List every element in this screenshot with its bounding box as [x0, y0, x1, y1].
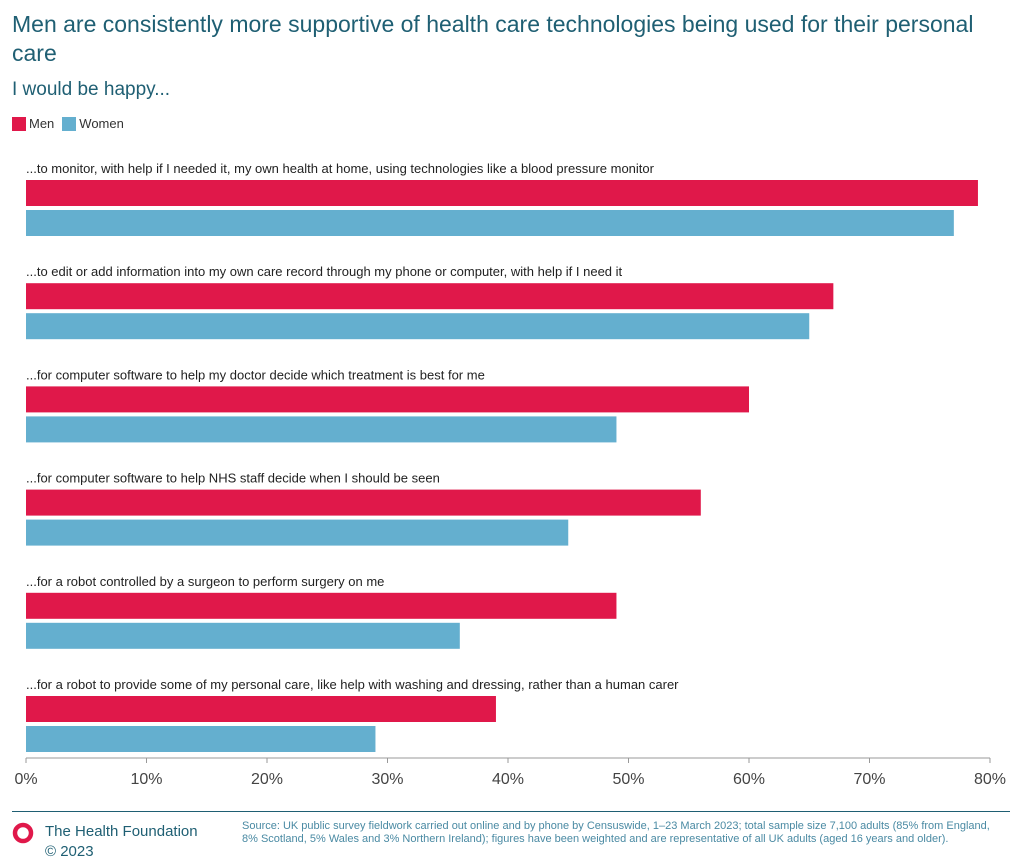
source-note: Source: UK public survey fieldwork carri… — [242, 820, 990, 845]
x-tick-label: 80% — [974, 771, 1006, 788]
x-tick-label: 20% — [251, 771, 283, 788]
category-label: ...for a robot controlled by a surgeon t… — [26, 574, 384, 589]
x-tick-label: 50% — [612, 771, 644, 788]
bar-women — [26, 622, 460, 649]
bar-women — [26, 726, 376, 752]
brand-block: The Health Foundation © 2023 — [12, 822, 198, 862]
chart-subtitle: I would be happy... — [12, 79, 171, 100]
legend-label-men: Men — [29, 116, 55, 131]
bar-men — [26, 180, 978, 206]
legend-label-women: Women — [79, 116, 124, 131]
category-label: ...to edit or add information into my ow… — [26, 264, 623, 279]
category-label: ...for a robot to provide some of my per… — [26, 677, 679, 692]
category-label: ...for computer software to help NHS sta… — [26, 471, 440, 486]
legend-swatch-men — [12, 116, 26, 131]
bar-women — [26, 210, 954, 236]
category-label: ...to monitor, with help if I needed it,… — [26, 161, 655, 176]
bar-men — [26, 386, 749, 413]
x-tick-label: 10% — [130, 771, 162, 788]
footer-divider — [12, 811, 1010, 812]
copyright: © 2023 — [45, 843, 94, 860]
x-tick-label: 40% — [492, 771, 524, 788]
bar-men — [26, 696, 496, 722]
x-tick-label: 30% — [371, 771, 403, 788]
x-tick-label: 60% — [733, 771, 765, 788]
bar-women — [26, 416, 617, 443]
category-label: ...for computer software to help my doct… — [26, 367, 485, 382]
page-title: Men are consistently more supportive of … — [12, 11, 974, 66]
bar-women — [26, 313, 810, 340]
legend: Men Women — [12, 116, 132, 131]
bar-women — [26, 519, 569, 546]
x-tick-label: 70% — [853, 771, 885, 788]
legend-swatch-women — [62, 116, 77, 131]
legend-item-men: Men — [12, 116, 54, 131]
bar-chart: ...to monitor, with help if I needed it,… — [14, 161, 1006, 788]
bar-men — [26, 283, 834, 310]
health-foundation-logo-icon — [12, 822, 34, 844]
legend-item-women: Women — [62, 116, 124, 131]
bar-men — [26, 592, 617, 619]
bar-men — [26, 489, 701, 516]
brand-name: The Health Foundation — [45, 823, 198, 840]
x-tick-label: 0% — [14, 771, 37, 788]
